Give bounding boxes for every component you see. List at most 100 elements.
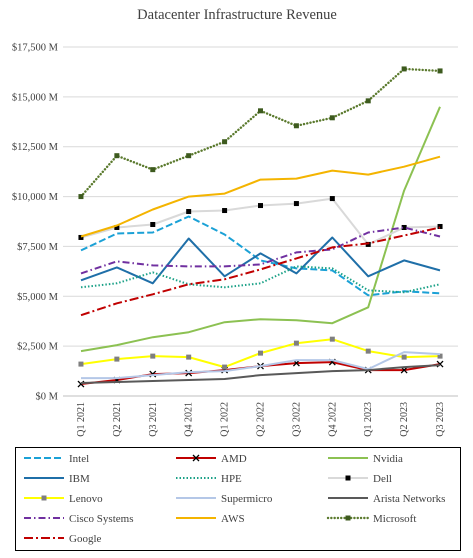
data-point	[222, 139, 228, 145]
legend-label: Arista Networks	[373, 493, 445, 505]
y-tick-label: $12,500 M	[12, 142, 59, 153]
x-tick-label: Q1 2022	[220, 402, 231, 437]
legend-label: AWS	[221, 513, 245, 525]
series-line-google	[80, 226, 441, 317]
data-point	[186, 209, 192, 215]
x-tick-label: Q3 2023	[435, 402, 446, 437]
data-point	[437, 353, 443, 359]
series-hpe	[80, 265, 441, 294]
y-tick-label: $15,000 M	[12, 92, 59, 103]
legend-marker	[41, 495, 47, 501]
legend-item-aws: AWS	[176, 513, 245, 525]
series-dell	[78, 196, 443, 247]
data-point	[329, 336, 335, 342]
y-tick-label: $5,000 M	[17, 292, 59, 303]
data-point	[329, 115, 335, 121]
data-point	[222, 364, 228, 370]
data-point	[437, 223, 443, 229]
legend-item-lenovo: Lenovo	[24, 493, 103, 505]
y-tick-label: $7,500 M	[17, 242, 59, 253]
legend-label: AMD	[221, 453, 247, 465]
data-point	[78, 361, 84, 367]
series-line-aws	[80, 155, 441, 238]
legend-item-microsoft: Microsoft	[326, 513, 416, 525]
legend-label: Microsoft	[373, 513, 416, 525]
data-point	[365, 241, 371, 247]
data-point	[114, 153, 120, 159]
series-line-nvidia	[80, 106, 441, 353]
data-point	[437, 68, 443, 74]
legend-marker	[192, 454, 200, 462]
legend-label: Cisco Systems	[69, 513, 133, 525]
legend-item-hpe: HPE	[176, 473, 242, 485]
x-tick-label: Q2 2021	[112, 402, 123, 437]
data-point	[186, 153, 192, 159]
series-cisco-systems	[80, 226, 441, 275]
x-tick-label: Q3 2022	[291, 402, 302, 437]
legend-item-dell: Dell	[328, 473, 392, 485]
legend-item-google: Google	[24, 533, 102, 545]
legend-item-nvidia: Nvidia	[328, 453, 403, 465]
data-point	[150, 353, 156, 359]
legend: Intel AMD Nvidia IBM HPE Dell Lenovo Supermicro…	[15, 447, 461, 551]
x-tick-label: Q2 2023	[399, 402, 410, 437]
axes: $0 M $2,500 M $5,000 M $7,500 M $10,000 M $12…	[12, 43, 458, 437]
legend-item-cisco-systems: Cisco Systems	[24, 513, 133, 525]
series-line-cisco-systems	[80, 226, 441, 275]
gridlines	[63, 46, 458, 347]
legend-label: Dell	[373, 473, 392, 485]
legend-item-arista-networks: Arista Networks	[328, 493, 445, 505]
y-tick-label: $0 M	[36, 392, 59, 403]
x-tick-label: Q2 2022	[256, 402, 267, 437]
series-google	[80, 226, 441, 317]
data-point	[114, 224, 120, 230]
x-tick-label: Q1 2023	[363, 402, 374, 437]
data-point	[258, 350, 263, 356]
series-line-microsoft	[79, 67, 442, 198]
series-line-supermicro	[81, 351, 441, 380]
data-point	[401, 354, 407, 360]
chart-title: Datacenter Infrastructure Revenue	[137, 7, 337, 23]
legend-marker	[345, 475, 351, 481]
legend-label: IBM	[69, 473, 90, 485]
legend-item-ibm: IBM	[24, 473, 90, 485]
series-supermicro	[81, 351, 441, 380]
data-point	[329, 196, 335, 202]
series-microsoft	[78, 66, 443, 200]
data-point	[150, 167, 156, 173]
series-line-arista-networks	[80, 364, 441, 384]
data-point	[222, 208, 228, 214]
legend-item-intel: Intel	[24, 453, 89, 465]
legend-label: Lenovo	[69, 493, 103, 505]
data-point	[114, 356, 120, 362]
x-tick-label: Q4 2022	[327, 402, 338, 437]
x-tick-label: Q4 2021	[184, 402, 195, 437]
data-point	[293, 123, 299, 129]
data-point	[401, 224, 407, 230]
data-point	[258, 108, 263, 114]
y-tick-label: $10,000 M	[12, 192, 59, 203]
series-line-hpe	[80, 265, 441, 294]
data-point	[150, 221, 156, 227]
legend-label: Supermicro	[221, 493, 273, 505]
legend-item-supermicro: Supermicro	[176, 493, 273, 505]
series-amd	[77, 358, 444, 388]
data-point	[293, 201, 299, 207]
y-tick-label: $17,500 M	[12, 43, 59, 54]
legend-item-amd: AMD	[176, 453, 247, 465]
data-point	[258, 203, 263, 209]
series-aws	[80, 155, 441, 238]
legend-entries: Intel AMD Nvidia IBM HPE Dell Lenovo Supermicro…	[24, 453, 445, 545]
data-point	[365, 348, 371, 354]
data-point	[401, 66, 407, 72]
data-point	[365, 98, 371, 104]
series-line-ibm	[80, 236, 441, 285]
legend-label: Nvidia	[373, 453, 403, 465]
series-nvidia	[80, 106, 441, 353]
legend-marker	[345, 515, 351, 521]
series-intel	[80, 215, 441, 297]
legend-label: Google	[69, 533, 102, 545]
data-point	[186, 354, 192, 360]
